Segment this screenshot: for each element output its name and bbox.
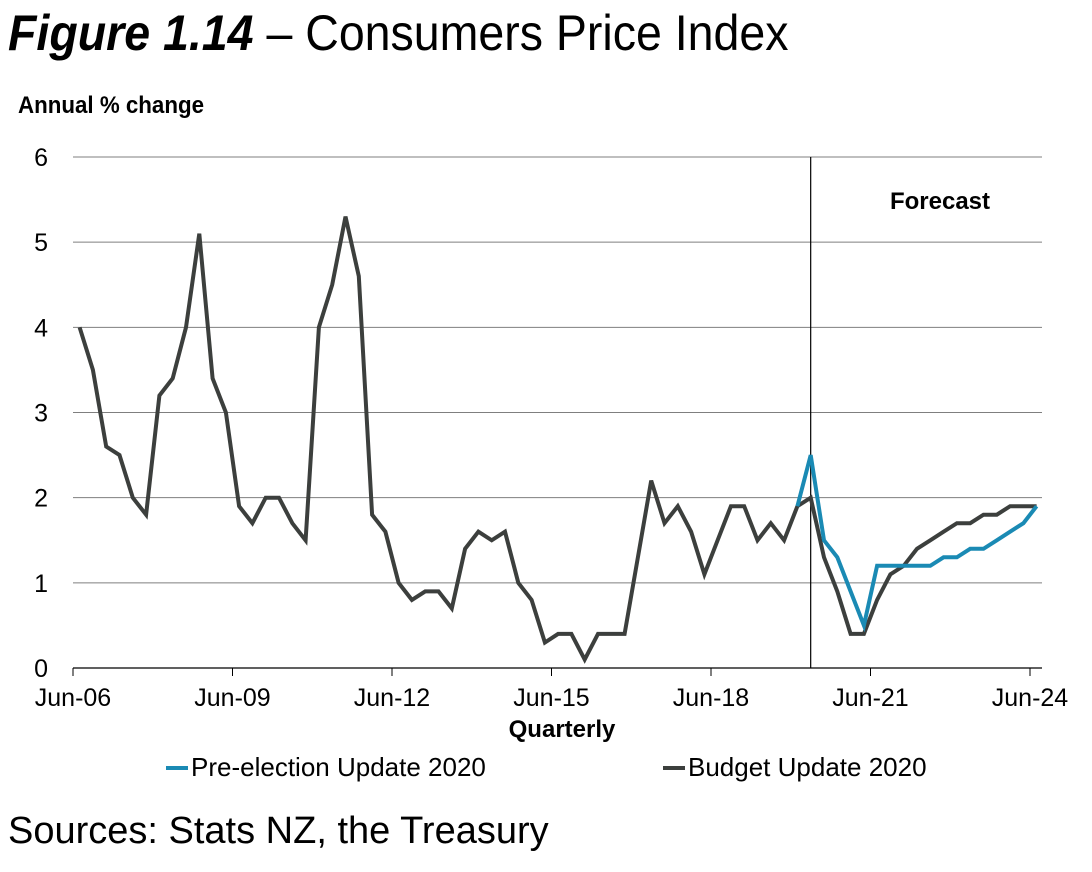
legend-label-pre-election: Pre-election Update 2020 [191, 752, 486, 782]
x-tick-label: Jun-06 [35, 684, 111, 712]
forecast-annotation: Forecast [890, 188, 990, 215]
series-line-budget [77, 216, 1037, 664]
x-tick-label: Jun-18 [673, 684, 749, 712]
y-tick-label: 2 [34, 485, 48, 513]
series-lines [77, 216, 1039, 664]
y-tick-label: 5 [34, 229, 48, 257]
y-tick-label: 6 [34, 144, 48, 172]
y-axis-label: Annual % change [18, 92, 205, 119]
y-tick-label: 4 [34, 314, 48, 342]
legend-item-pre-election: Pre-election Update 2020 [166, 752, 486, 783]
source-note: Sources: Stats NZ, the Treasury [8, 810, 549, 852]
y-tick-label: 0 [34, 655, 48, 683]
series-line-pre-election [795, 454, 1039, 633]
legend-label-budget: Budget Update 2020 [688, 752, 927, 782]
x-tick-label: Jun-09 [194, 684, 270, 712]
x-tick-label: Jun-24 [992, 684, 1069, 712]
y-tick-label: 3 [34, 400, 48, 428]
y-tick-label: 1 [34, 570, 48, 598]
x-axis-label: Quarterly [508, 716, 616, 743]
y-axis-ticks: 0 1 2 3 4 5 6 [34, 144, 48, 683]
x-tick-label: Jun-21 [832, 684, 908, 712]
x-tick-label: Jun-12 [354, 684, 430, 712]
chart-title: Figure 1.14 – Consumers Price Index [8, 2, 789, 64]
legend-item-budget: Budget Update 2020 [663, 752, 927, 783]
x-tick-label: Jun-15 [513, 684, 589, 712]
legend-swatch-pre-election [166, 765, 188, 770]
gridlines [73, 156, 1042, 584]
x-axis: Jun-06 Jun-09 Jun-12 Jun-15 Jun-18 Jun-21 Jun-… [35, 667, 1069, 712]
legend-swatch-budget [663, 765, 685, 770]
figure-title-text: – Consumers Price Index [266, 5, 789, 61]
figure-number: Figure 1.14 [8, 5, 254, 61]
